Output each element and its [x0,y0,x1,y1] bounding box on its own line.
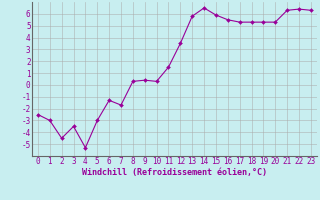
X-axis label: Windchill (Refroidissement éolien,°C): Windchill (Refroidissement éolien,°C) [82,168,267,177]
